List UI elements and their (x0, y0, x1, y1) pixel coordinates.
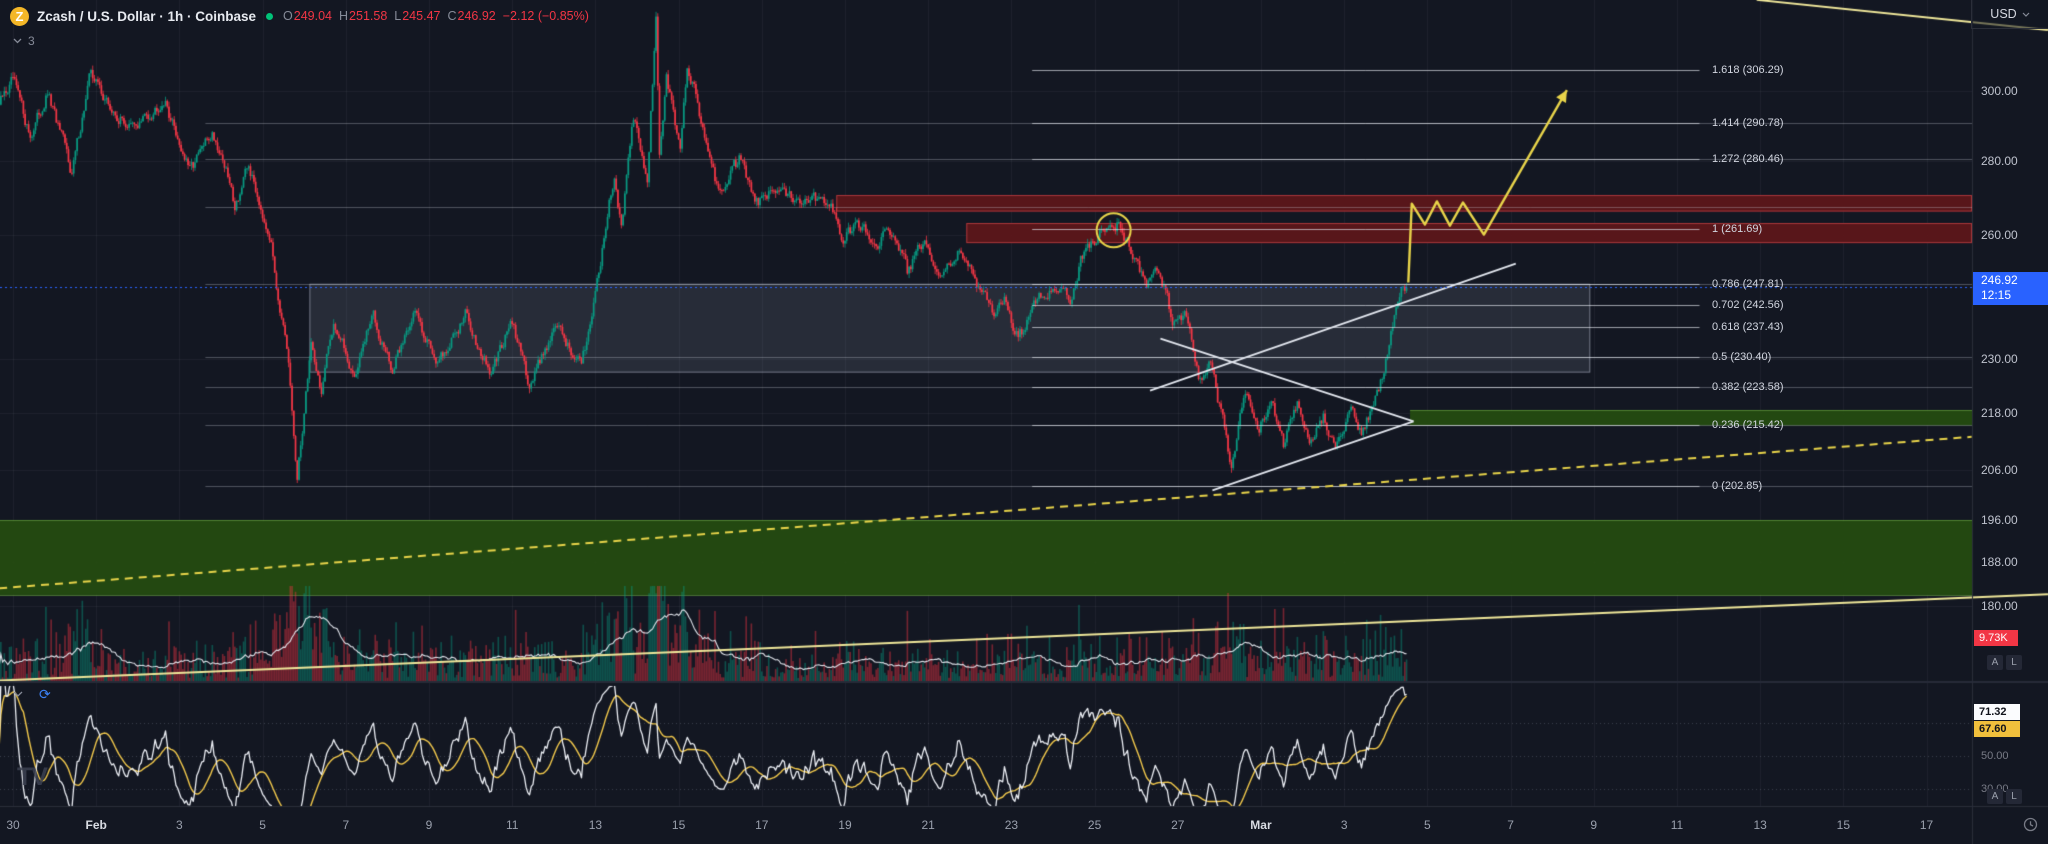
currency-button[interactable]: USD (1971, 0, 2048, 29)
price-axis-label: 188.00 (1981, 555, 2018, 570)
fib-level-label: 0.618 (237.43) (1712, 320, 1784, 333)
price-axis-label: 260.00 (1981, 228, 2018, 243)
fib-level-label: 1.272 (280.46) (1712, 152, 1784, 165)
time-axis-label: 5 (1424, 818, 1431, 832)
fib-level-label: 0.702 (242.56) (1712, 299, 1784, 312)
time-axis-label: 21 (921, 818, 935, 832)
time-axis-label: 17 (1919, 818, 1934, 832)
time-axis-label: Feb (85, 818, 107, 832)
time-axis-label: 11 (1670, 818, 1684, 832)
time-axis-label: 13 (1753, 818, 1767, 832)
time-axis-label: 30 (6, 818, 20, 832)
time-axis-label: 23 (1004, 818, 1019, 832)
fib-level-label: 0.5 (230.40) (1712, 351, 1772, 364)
time-axis-label: 5 (259, 818, 266, 832)
time-axis-label: 17 (755, 818, 769, 832)
fib-level-label: 1.414 (290.78) (1712, 116, 1784, 129)
time-axis-label: 15 (1836, 818, 1851, 832)
ohlc-close-label: C (447, 9, 457, 23)
legend-item-count: 3 (28, 34, 35, 48)
main-pane-scale-buttons: A L (1987, 655, 2022, 670)
price-axis-label: 196.00 (1981, 513, 2018, 528)
fib-level-label: 0.236 (215.42) (1712, 418, 1784, 431)
volume-value-tag: 9.73K (1974, 630, 2018, 646)
ohlc-readout: O 249.04 H 251.58 L 245.47 C 246.92 −2.12 (−… (283, 9, 589, 23)
time-axis-label: 3 (1340, 818, 1348, 832)
indicator-pane-header: ⟳ (13, 686, 51, 702)
time-axis-label: 7 (342, 818, 350, 832)
time-axis-label: 19 (838, 818, 852, 832)
auto-scale-button[interactable]: A (1987, 655, 2003, 670)
time-axis-label: Mar (1250, 818, 1272, 832)
currency-button-label: USD (1990, 7, 2017, 21)
time-axis-label: 7 (1507, 818, 1514, 832)
price-axis-label: 180.00 (1981, 599, 2018, 614)
fib-level-label: 1.618 (306.29) (1712, 64, 1784, 77)
legend-collapse-toggle[interactable]: 3 (13, 34, 35, 48)
ohlc-open-value: 249.04 (293, 9, 333, 23)
time-axis-label: 11 (505, 818, 519, 832)
fib-level-label: 0 (202.85) (1712, 479, 1763, 492)
tradingview-watermark: TV (17, 763, 48, 791)
indicator-collapse-chevron-icon[interactable] (13, 691, 23, 697)
price-axis-label: 280.00 (1981, 153, 2018, 168)
symbol-title[interactable]: Zcash / U.S. Dollar · 1h · Coinbase (37, 8, 257, 24)
ohlc-high-label: H (339, 9, 349, 23)
indicator-pane-scale-buttons: A L (1987, 789, 2022, 804)
fib-level-label: 0.786 (247.81) (1712, 277, 1784, 290)
time-axis-label: 3 (176, 818, 183, 832)
rsi-value-tag: 71.32 (1974, 704, 2020, 720)
time-axis-label: 9 (1590, 818, 1598, 832)
ohlc-close-value: 246.92 (457, 9, 496, 23)
ohlc-open-label: O (283, 9, 293, 23)
time-axis-label: 9 (425, 818, 433, 832)
rsi-ma-value-tag: 67.60 (1974, 721, 2020, 737)
time-axis-label: 13 (588, 818, 603, 832)
time-axis[interactable] (0, 806, 2048, 844)
log-scale-button[interactable]: L (2006, 789, 2022, 804)
time-axis-label: 25 (1087, 818, 1102, 832)
symbol-logo-icon: Z (10, 6, 29, 26)
price-axis-label: 300.00 (1981, 84, 2018, 99)
time-axis-label: 15 (671, 818, 686, 832)
log-scale-button[interactable]: L (2006, 655, 2022, 670)
auto-scale-button[interactable]: A (1987, 789, 2003, 804)
current-price-tag: 246.92 12:15 (1973, 272, 2048, 306)
current-price-value: 246.92 (1981, 273, 2018, 288)
price-axis-label: 230.00 (1981, 351, 2018, 366)
ohlc-low-value: 245.47 (402, 9, 441, 23)
ohlc-low-label: L (394, 9, 402, 23)
price-axis-label: 218.00 (1981, 405, 2018, 420)
indicator-axis-label: 50.00 (1981, 750, 2009, 763)
pane-separator[interactable] (0, 680, 2048, 686)
market-open-status-icon (266, 12, 274, 20)
ohlc-high-value: 251.58 (349, 9, 388, 23)
chevron-down-icon (2022, 12, 2030, 17)
ohlc-change-value: −2.12 (−0.85%) (502, 9, 589, 23)
indicator-refresh-icon[interactable]: ⟳ (39, 686, 51, 702)
price-axis-label: 206.00 (1981, 463, 2018, 478)
fib-level-label: 1 (261.69) (1712, 222, 1763, 235)
fib-level-label: 0.382 (223.58) (1712, 381, 1784, 394)
chevron-down-icon (13, 38, 22, 44)
time-axis-label: 27 (1171, 818, 1185, 832)
timezone-clock-icon[interactable] (2023, 817, 2038, 832)
bar-countdown: 12:15 (1981, 288, 2012, 303)
